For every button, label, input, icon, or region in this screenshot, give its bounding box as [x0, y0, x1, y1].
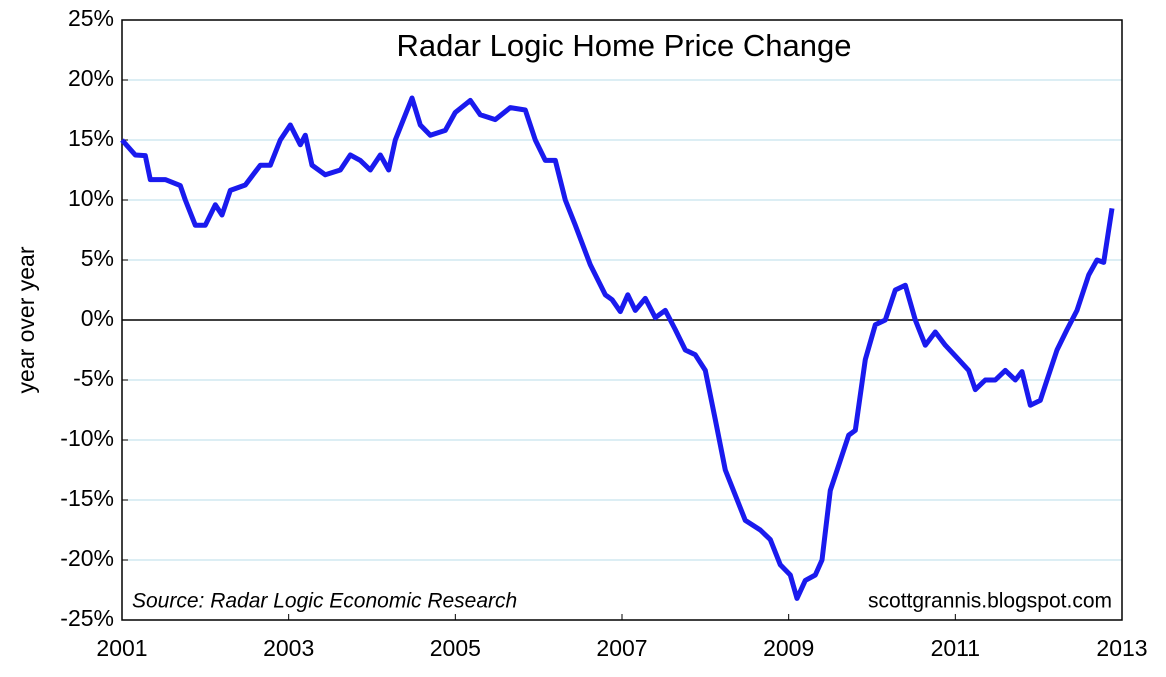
- y-tick-label: -10%: [60, 425, 114, 451]
- chart-title: Radar Logic Home Price Change: [397, 28, 852, 63]
- plot-frame: [121, 19, 1123, 621]
- y-tick-label: 25%: [68, 5, 114, 31]
- x-tick-label: 2001: [96, 635, 147, 661]
- x-tick-label: 2011: [931, 635, 980, 661]
- y-tick-label: 10%: [68, 185, 114, 211]
- y-tick-label: -25%: [60, 605, 114, 631]
- x-tick-label: 2007: [596, 635, 647, 661]
- data-line: [120, 95, 1115, 601]
- y-tick-label: -5%: [73, 365, 114, 391]
- x-tick-label: 2009: [763, 635, 814, 661]
- y-tick-label: 5%: [81, 245, 114, 271]
- x-tick-label: 2003: [263, 635, 314, 661]
- x-tick-label: 2013: [1096, 635, 1147, 661]
- y-tick-label: 15%: [68, 125, 114, 151]
- x-tick-label: 2005: [430, 635, 481, 661]
- credit-note: scottgrannis.blogspot.com: [868, 590, 1112, 613]
- source-note: Source: Radar Logic Economic Research: [132, 590, 517, 613]
- y-tick-label: 20%: [68, 65, 114, 91]
- y-tick-label: 0%: [81, 305, 114, 331]
- y-tick-label: -20%: [60, 545, 114, 571]
- y-axis-label: year over year: [13, 246, 39, 393]
- y-tick-label: -15%: [60, 485, 114, 511]
